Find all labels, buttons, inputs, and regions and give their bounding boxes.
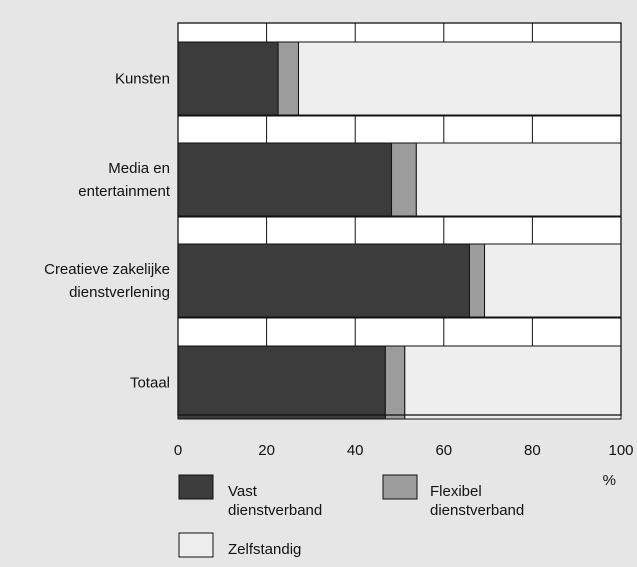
x-axis-unit-label: % xyxy=(603,472,616,489)
bar-segment-flexibel xyxy=(277,41,299,116)
bars xyxy=(177,41,622,420)
category-labels: Kunsten Media en entertainment Creatieve za… xyxy=(44,71,171,392)
x-tick-label: 100 xyxy=(608,442,633,459)
x-tick-label: 20 xyxy=(258,442,275,459)
bar-segment-flexibel xyxy=(384,345,406,420)
plot-frame xyxy=(177,22,622,416)
category-label: dienstverlening xyxy=(69,284,170,301)
legend: Vast dienstverband Flexibel dienstverband Ze… xyxy=(178,474,524,558)
x-tick-label: 0 xyxy=(174,442,182,459)
bar-segment-flexibel xyxy=(391,142,417,217)
bar-segment-vast xyxy=(177,243,470,318)
category-label: entertainment xyxy=(78,183,171,200)
category-label: Creatieve zakelijke xyxy=(44,261,170,278)
bar-segment-zelfstandig xyxy=(297,41,622,116)
legend-swatch-flexibel xyxy=(382,474,418,500)
legend-label-zelfstandig: Zelfstandig xyxy=(228,541,301,558)
x-tick-label: 60 xyxy=(435,442,452,459)
legend-label-flexibel: dienstverband xyxy=(430,502,524,519)
legend-swatch-zelfstandig xyxy=(178,532,214,558)
bar-segment-zelfstandig xyxy=(415,142,622,217)
x-tick-label: 40 xyxy=(347,442,364,459)
category-label: Totaal xyxy=(130,375,170,392)
bar-segment-vast xyxy=(177,345,386,420)
bar-segment-flexibel xyxy=(468,243,486,318)
x-tick-labels: 0 20 40 60 80 100 xyxy=(174,442,634,459)
legend-label-flexibel: Flexibel xyxy=(430,483,482,500)
bar-segment-vast xyxy=(177,41,279,116)
x-tick-label: 80 xyxy=(524,442,541,459)
bar-segment-zelfstandig xyxy=(484,243,622,318)
category-label: Kunsten xyxy=(115,71,170,88)
category-label: Media en xyxy=(108,160,170,177)
bar-segment-zelfstandig xyxy=(404,345,622,420)
legend-label-vast: dienstverband xyxy=(228,502,322,519)
legend-swatch-vast xyxy=(178,474,214,500)
legend-label-vast: Vast xyxy=(228,483,258,500)
bar-segment-vast xyxy=(177,142,393,217)
